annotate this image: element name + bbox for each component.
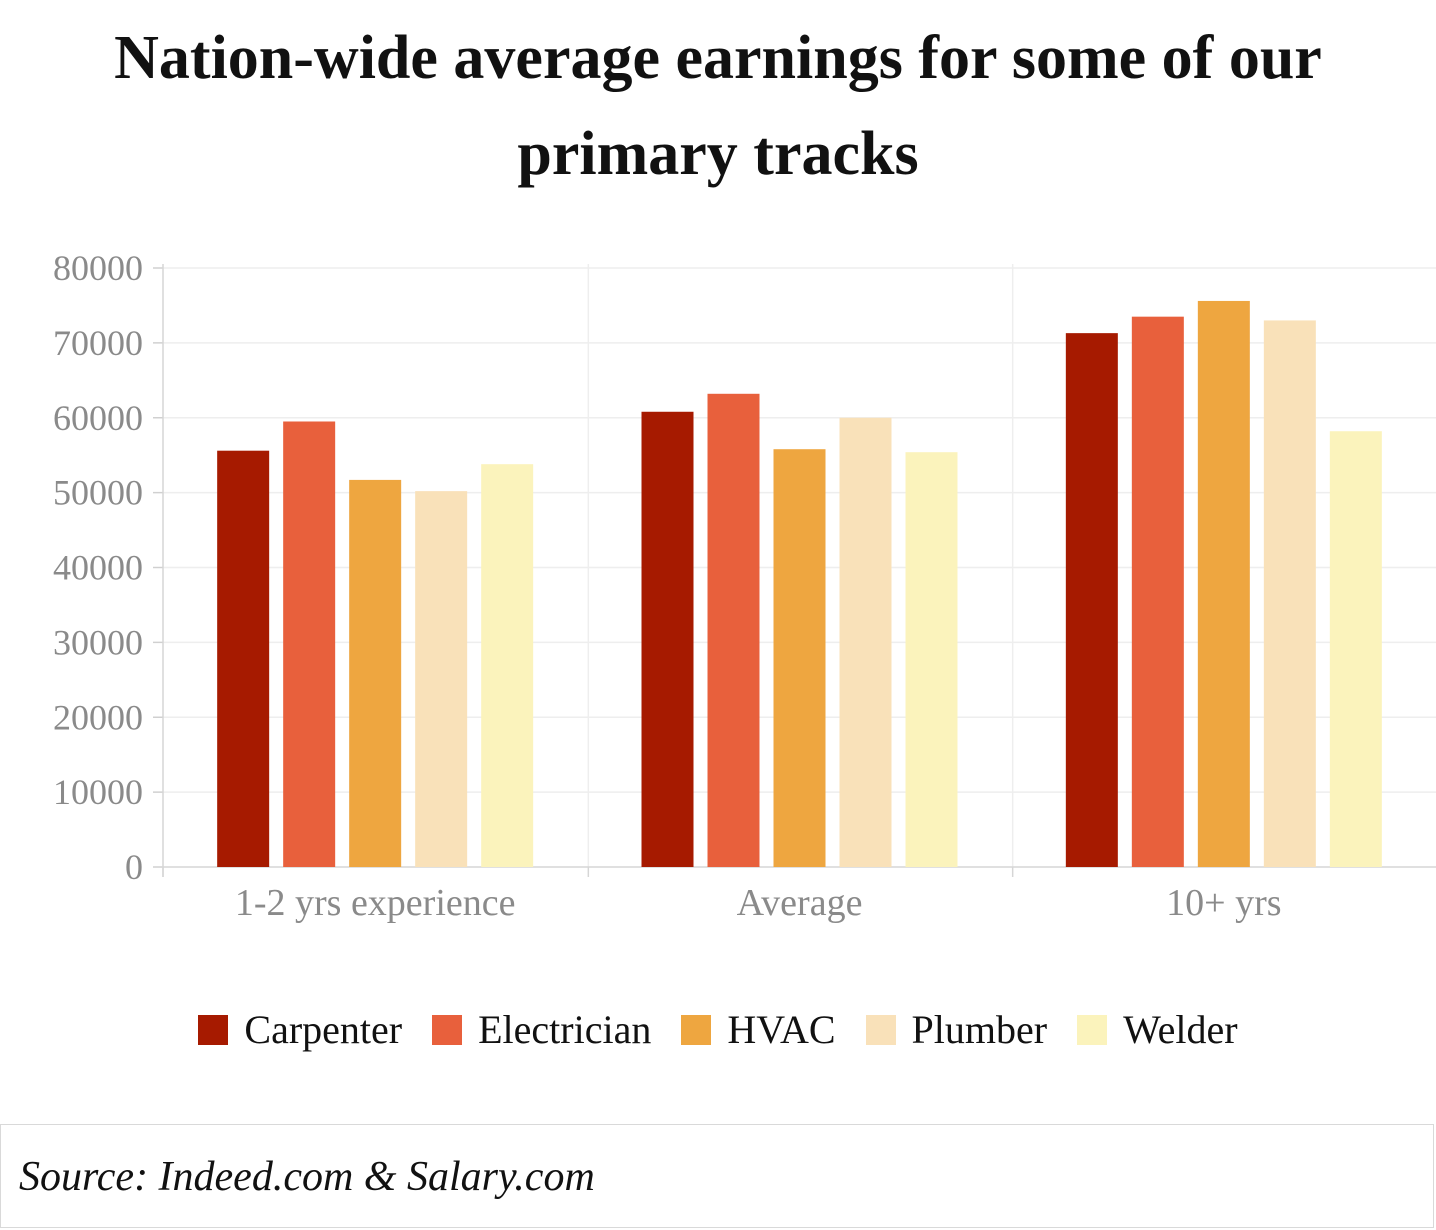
bar-hvac bbox=[1197, 300, 1250, 867]
bar-welder bbox=[905, 452, 958, 867]
x-category-label: Average bbox=[737, 882, 863, 924]
y-tick-label: 30000 bbox=[53, 622, 143, 662]
bar-hvac bbox=[349, 479, 402, 867]
axis-labels: 0 10000 20000 30000 40000 50000 60000 70000 8000… bbox=[53, 248, 1282, 924]
bar-plumber bbox=[415, 491, 468, 867]
legend-swatch bbox=[865, 1014, 896, 1045]
legend-label: Welder bbox=[1123, 1007, 1238, 1052]
bar-carpenter bbox=[217, 450, 270, 867]
x-category-label: 1-2 yrs experience bbox=[235, 882, 516, 924]
legend-item-plumber: Plumber bbox=[865, 1006, 1048, 1053]
y-tick-label: 0 bbox=[125, 847, 143, 887]
legend-label: Plumber bbox=[911, 1007, 1048, 1052]
bar-welder bbox=[1329, 431, 1382, 867]
y-tick-label: 50000 bbox=[53, 473, 143, 513]
x-category-label: 10+ yrs bbox=[1166, 882, 1281, 924]
legend-item-hvac: HVAC bbox=[681, 1006, 836, 1053]
bar-electrician bbox=[283, 421, 336, 867]
y-tick-label: 60000 bbox=[53, 398, 143, 438]
bar-plumber bbox=[839, 417, 892, 867]
bar-electrician bbox=[707, 393, 760, 867]
bars bbox=[217, 300, 1382, 868]
legend-item-carpenter: Carpenter bbox=[198, 1006, 402, 1053]
y-tick-label: 40000 bbox=[53, 548, 143, 588]
legend-label: HVAC bbox=[727, 1007, 836, 1052]
bar-carpenter bbox=[1065, 333, 1118, 867]
bar-plumber bbox=[1263, 320, 1316, 868]
legend-item-welder: Welder bbox=[1077, 1006, 1238, 1053]
y-tick-label: 10000 bbox=[53, 772, 143, 812]
y-tick-label: 20000 bbox=[53, 697, 143, 737]
legend-swatch bbox=[432, 1014, 463, 1045]
y-tick-label: 80000 bbox=[53, 248, 143, 288]
bar-carpenter bbox=[641, 411, 694, 867]
source-text: Source: Indeed.com & Salary.com bbox=[19, 1154, 595, 1200]
chart-title: Nation-wide average earnings for some of… bbox=[114, 24, 1322, 188]
legend-item-electrician: Electrician bbox=[432, 1006, 651, 1053]
legend-swatch bbox=[681, 1014, 712, 1045]
legend-label: Carpenter bbox=[244, 1007, 403, 1052]
source-box: Source: Indeed.com & Salary.com bbox=[0, 1124, 1434, 1228]
bar-hvac bbox=[773, 449, 826, 867]
bar-electrician bbox=[1131, 316, 1184, 867]
legend-swatch bbox=[198, 1014, 229, 1045]
bar-welder bbox=[481, 464, 534, 867]
bar-chart: 0 10000 20000 30000 40000 50000 60000 70000 8000… bbox=[53, 248, 1436, 924]
y-tick-label: 70000 bbox=[53, 323, 143, 363]
legend-label: Electrician bbox=[478, 1007, 652, 1052]
legend-swatch bbox=[1077, 1014, 1108, 1045]
legend: Carpenter Electrician HVAC Plumber Welder bbox=[0, 1006, 1436, 1053]
